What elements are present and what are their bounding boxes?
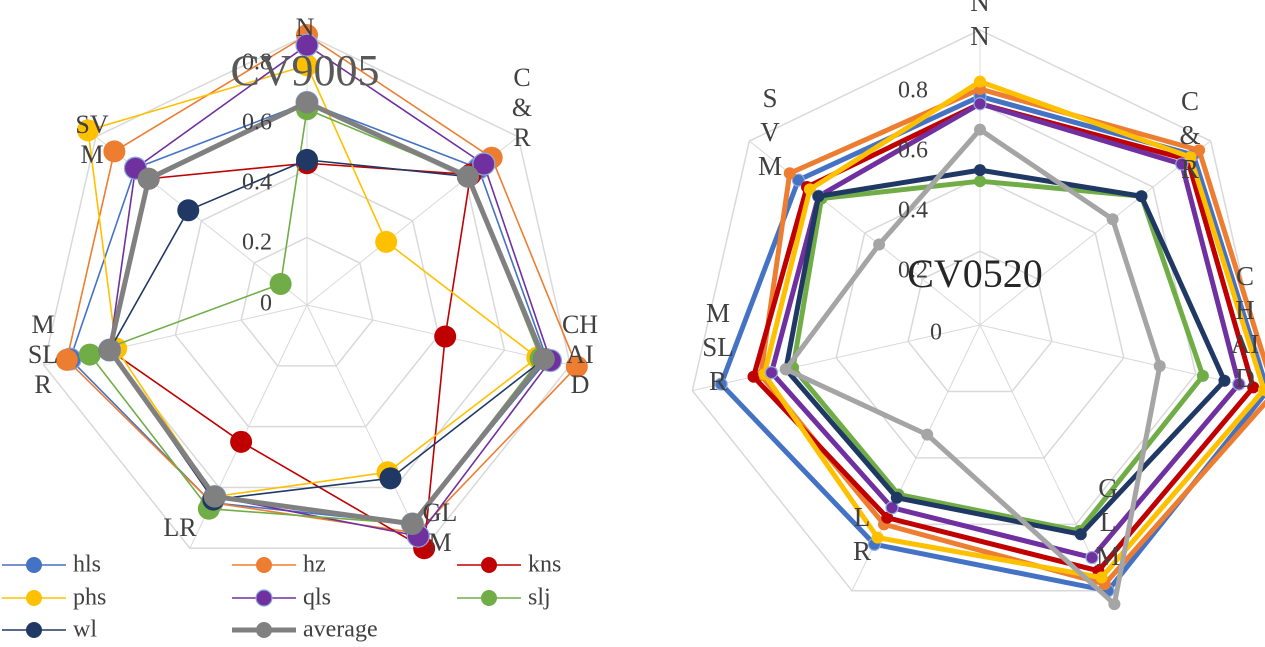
legend-item-kns: kns — [457, 552, 561, 578]
legend-label: hz — [303, 552, 326, 578]
data-point-average — [1107, 213, 1119, 225]
legend-item-wl: wl — [2, 617, 97, 643]
data-point-slj — [79, 344, 101, 366]
legend-item-hls: hls — [2, 552, 101, 578]
legend-marker — [26, 622, 42, 638]
data-point-wl — [379, 467, 401, 489]
data-point-slj — [270, 273, 292, 295]
data-point-average — [204, 486, 226, 508]
data-point-hz — [56, 349, 78, 371]
legend-item-average: average — [232, 617, 378, 643]
data-point-phs — [974, 76, 986, 88]
category-label: CHAID — [562, 310, 598, 399]
legend-marker — [481, 590, 497, 606]
data-point-average — [921, 429, 933, 441]
data-point-average — [974, 124, 986, 136]
data-point-kns — [434, 326, 456, 348]
data-point-average — [138, 168, 160, 190]
series-hz — [56, 24, 588, 544]
legend-label: kns — [528, 552, 561, 578]
legend-item-phs: phs — [2, 585, 106, 611]
category-label: SVM — [75, 110, 108, 169]
data-point-kns — [230, 431, 252, 453]
legend-marker — [256, 590, 272, 606]
radar-chart-cv9005: 0 0.2 0.4 0.6 0.8 N C & R CH AI D GL M LR M SL R SV M CV9005 — [28, 13, 598, 559]
data-point-slj — [974, 175, 986, 187]
tick-label: 0.8 — [898, 78, 928, 104]
data-point-qls — [974, 98, 986, 110]
data-point-wl — [813, 190, 825, 202]
legend-marker — [256, 622, 272, 638]
category-label: LR — [163, 513, 197, 542]
category-label: C & R — [512, 63, 532, 152]
legend-label: phs — [73, 585, 106, 611]
series-line-slj — [793, 181, 1203, 531]
data-point-slj — [1197, 370, 1209, 382]
tick-label: 0 — [260, 291, 272, 317]
category-label: M SL R — [28, 310, 58, 399]
series-line-wl — [110, 160, 544, 500]
data-point-phs — [872, 532, 884, 544]
tick-label: 0.2 — [242, 230, 272, 256]
legend-label: qls — [303, 585, 331, 611]
category-label: M SL R — [702, 298, 734, 396]
radar-chart-cv0520: 0 0.2 0.4 0.6 0.8 N N C & R C H AI D G L M L R M SL R S V M CV052… — [692, 0, 1265, 610]
data-point-hz — [784, 167, 796, 179]
tick-label: 0 — [930, 320, 942, 346]
legend-label: wl — [73, 617, 97, 643]
chart-legend: hls hz kns phs qls slj wl average — [2, 552, 561, 643]
chart-title: CV0520 — [907, 251, 1043, 296]
category-label: GLM — [1096, 473, 1120, 571]
data-point-wl — [1218, 375, 1230, 387]
data-point-average — [1108, 598, 1120, 610]
tick-label: 0.4 — [242, 170, 272, 196]
chart-title: CV9005 — [230, 46, 379, 95]
legend-marker — [256, 557, 272, 573]
data-point-average — [99, 339, 121, 361]
data-point-phs — [1096, 571, 1108, 583]
legend-marker — [481, 557, 497, 573]
legend-item-qls: qls — [232, 585, 331, 611]
data-point-average — [533, 348, 555, 370]
category-label: N — [296, 13, 315, 42]
legend-label: hls — [73, 552, 101, 578]
data-point-phs — [375, 231, 397, 253]
data-point-wl — [1075, 528, 1087, 540]
data-point-qls — [765, 367, 777, 379]
legend-label: average — [303, 617, 378, 643]
data-point-average — [457, 166, 479, 188]
data-point-wl — [296, 149, 318, 171]
data-point-average — [873, 239, 885, 251]
legend-item-slj: slj — [457, 585, 551, 611]
legend-marker — [26, 590, 42, 606]
data-point-wl — [974, 164, 986, 176]
data-point-kns — [748, 371, 760, 383]
data-point-wl — [891, 492, 903, 504]
data-point-average — [780, 363, 792, 375]
legend-marker — [26, 557, 42, 573]
data-point-average — [401, 513, 423, 535]
tick-label: 0.6 — [898, 138, 928, 164]
category-label: C & R — [1179, 86, 1200, 184]
data-point-average — [1154, 360, 1166, 372]
data-point-wl — [177, 199, 199, 221]
legend-item-hz: hz — [232, 552, 326, 578]
tick-label: 0.6 — [242, 110, 272, 136]
data-point-hz — [103, 140, 125, 162]
series-line-phs — [88, 65, 537, 496]
legend-label: slj — [528, 585, 551, 611]
tick-label: 0.4 — [898, 198, 928, 224]
data-point-wl — [1135, 190, 1147, 202]
